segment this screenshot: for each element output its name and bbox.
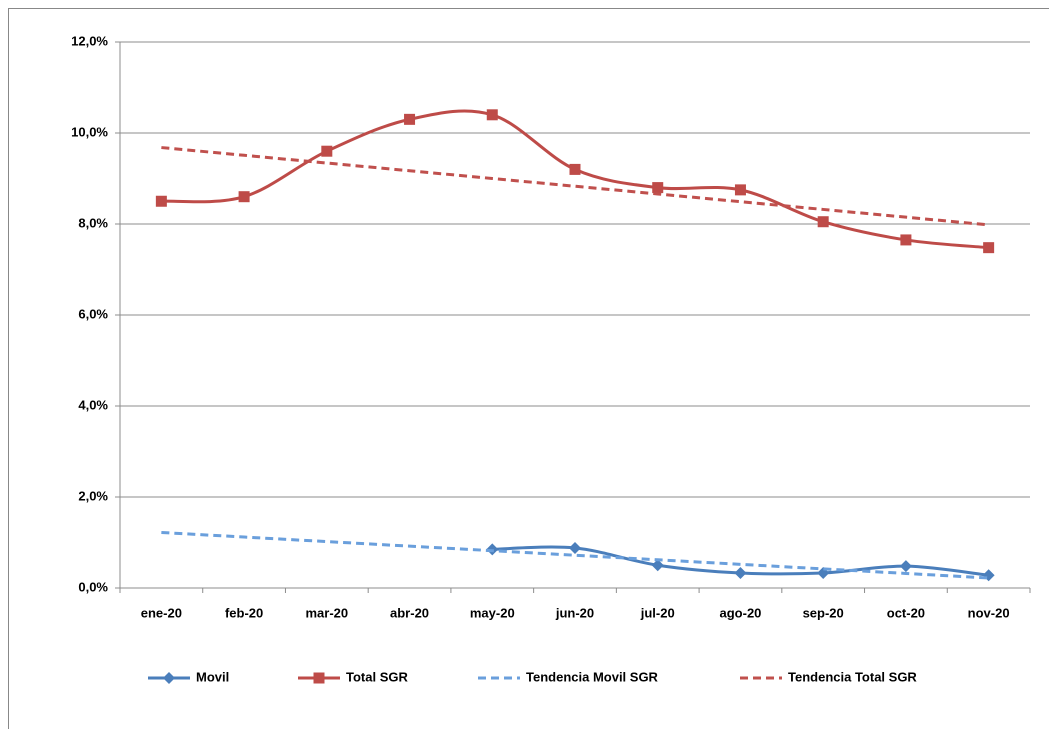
data-point (404, 113, 416, 125)
y-tick-label: 2,0% (78, 488, 108, 503)
data-point (569, 163, 581, 175)
x-tick-label: ene-20 (141, 605, 182, 620)
series-line (161, 109, 989, 250)
y-tick-label: 0,0% (78, 579, 108, 594)
data-point (734, 184, 746, 196)
legend-label: Tendencia Total SGR (788, 669, 917, 684)
data-point (238, 191, 250, 203)
data-point (734, 566, 747, 579)
data-point (652, 182, 664, 194)
y-tick-label: 8,0% (78, 215, 108, 230)
legend-label: Tendencia Movil SGR (526, 669, 659, 684)
data-point (982, 569, 995, 582)
x-tick-label: oct-20 (887, 605, 925, 620)
x-tick-label: sep-20 (803, 605, 844, 620)
data-point (900, 234, 912, 246)
legend-marker (163, 672, 175, 684)
data-point (983, 242, 995, 254)
x-tick-label: may-20 (470, 605, 515, 620)
chart-border (8, 8, 1049, 729)
legend-label: Total SGR (346, 669, 408, 684)
x-tick-label: nov-20 (968, 605, 1010, 620)
data-point (651, 559, 664, 572)
series-line (161, 146, 989, 227)
data-point (817, 216, 829, 228)
x-tick-label: ago-20 (720, 605, 762, 620)
x-tick-label: jul-20 (640, 605, 675, 620)
data-point (569, 541, 581, 554)
y-tick-label: 4,0% (78, 397, 108, 412)
data-point (321, 145, 333, 157)
data-point (899, 560, 912, 573)
x-tick-label: abr-20 (390, 605, 429, 620)
series-line (161, 530, 989, 580)
data-point (155, 195, 167, 207)
x-tick-label: jun-20 (555, 605, 594, 620)
y-tick-label: 12,0% (71, 33, 108, 48)
legend-label: Movil (196, 669, 229, 684)
y-tick-label: 6,0% (78, 306, 108, 321)
legend-marker (313, 672, 325, 684)
x-tick-label: feb-20 (225, 605, 263, 620)
data-point (486, 109, 498, 121)
x-tick-label: mar-20 (305, 605, 348, 620)
y-tick-label: 10,0% (71, 124, 108, 139)
